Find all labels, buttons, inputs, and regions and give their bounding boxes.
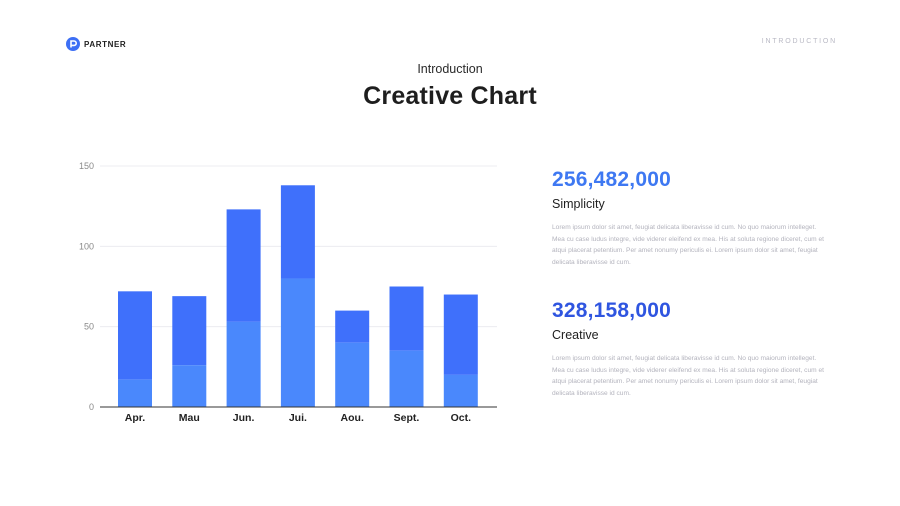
stat-value: 328,158,000 [552, 299, 671, 322]
y-tick-label: 0 [89, 402, 94, 412]
slide-subtitle: Introduction [417, 62, 483, 76]
x-tick-label: Aou. [341, 412, 364, 424]
bar-segment-lower [118, 379, 152, 407]
x-tick-label: Mau [179, 412, 200, 424]
stat-label: Creative [552, 328, 599, 342]
slide-title: Creative Chart [363, 82, 537, 110]
bar-segment-upper [335, 310, 370, 343]
stat-block-simplicity: 256,482,000 Simplicity Lorem ipsum dolor… [552, 168, 827, 268]
brand-logo: PARTNER [66, 37, 126, 51]
stat-label: Simplicity [552, 197, 605, 211]
y-tick-label: 150 [79, 161, 94, 171]
section-tag: INTRODUCTION [761, 38, 837, 45]
bar-segment-upper [118, 291, 152, 380]
bar-segment-lower [389, 350, 424, 407]
bar-segment-upper [172, 296, 207, 366]
bar-segment-lower [280, 278, 315, 407]
stat-block-creative: 328,158,000 Creative Lorem ipsum dolor s… [552, 299, 827, 399]
y-tick-label: 100 [79, 241, 94, 251]
stat-description: Lorem ipsum dolor sit amet, feugiat deli… [552, 224, 824, 266]
bar-segment-lower [443, 374, 478, 407]
bar-segment-lower [335, 342, 370, 407]
x-tick-label: Apr. [125, 412, 146, 424]
x-tick-label: Jui. [289, 412, 307, 424]
bar-segment-lower [226, 321, 261, 407]
stat-value: 256,482,000 [552, 168, 671, 191]
stat-description: Lorem ipsum dolor sit amet, feugiat deli… [552, 355, 824, 397]
bar-segment-lower [172, 365, 207, 407]
x-tick-label: Oct. [451, 412, 472, 424]
brand-name: PARTNER [84, 39, 127, 49]
y-tick-label: 50 [84, 322, 94, 332]
x-tick-label: Sept. [394, 412, 420, 424]
bar-segment-upper [443, 294, 478, 375]
bar-segment-upper [280, 185, 315, 279]
bar-segment-upper [389, 286, 424, 351]
x-tick-label: Jun. [233, 412, 255, 424]
partner-logo-icon [66, 37, 80, 51]
bar-segment-upper [226, 209, 261, 322]
